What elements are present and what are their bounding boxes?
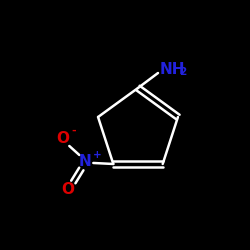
Text: NH: NH	[160, 62, 186, 76]
Text: 2: 2	[179, 67, 186, 77]
Text: N: N	[79, 154, 92, 170]
Text: -: -	[71, 126, 76, 136]
Text: O: O	[61, 182, 74, 198]
Text: +: +	[93, 150, 102, 160]
Text: O: O	[56, 132, 69, 146]
